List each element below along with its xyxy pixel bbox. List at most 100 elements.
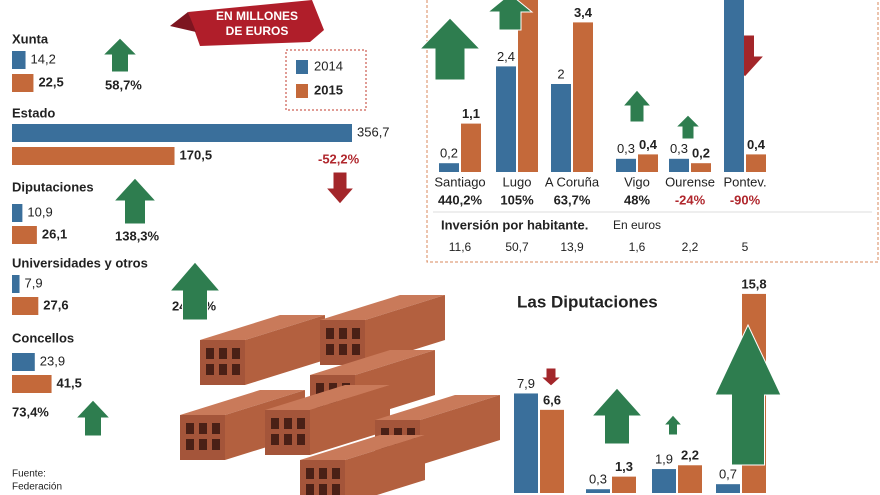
brick-hole [319,468,327,479]
value-label: 41,5 [57,375,82,390]
brick [245,315,325,385]
change-arrow [112,177,158,225]
title-banner [188,0,324,46]
legend-swatch [296,60,308,74]
value-label: 6,6 [543,392,561,407]
brick [320,295,445,320]
value-label: 0,2 [440,146,458,161]
change-arrow [539,367,563,387]
legend-label: 2014 [314,58,343,73]
bar [12,226,37,244]
change-arrow [621,89,653,123]
brick-hole [199,423,207,434]
per-capita-value: 1,6 [629,240,646,254]
value-label: 0,3 [617,141,635,156]
brick-hole [219,348,227,359]
bar [514,393,538,493]
bar [12,353,35,371]
brick-hole [316,383,324,394]
bar [678,465,702,493]
value-label: 15,8 [741,276,766,291]
brick-hole [332,484,340,495]
legend-label: 2015 [314,82,343,97]
bar [716,484,740,493]
brick [265,410,310,455]
bar [691,163,711,172]
bar [12,74,34,92]
value-label: 2,2 [681,448,699,463]
change-label: 105% [500,192,534,207]
value-label: 356,7 [357,124,390,139]
per-capita-title: Inversión por habitante. [441,217,588,232]
legend-box [285,49,367,111]
brick-hole [339,344,347,355]
change-label: 58,7% [105,77,142,92]
bar [652,469,676,493]
brick-hole [212,439,220,450]
value-label: 1,1 [462,106,480,121]
brick [345,435,425,495]
change-label: -52,2% [318,151,360,166]
change-label: -90% [730,192,761,207]
per-capita-value: 2,2 [682,240,699,254]
change-arrow [486,0,534,31]
brick [375,395,500,420]
brick-hole [352,328,360,339]
change-label: 63,7% [554,192,591,207]
bar [746,154,766,172]
brick [310,350,435,375]
per-capita-value: 50,7 [505,240,529,254]
brick-hole [381,428,389,439]
brick-hole [407,428,415,439]
brick [180,390,305,415]
brick [180,415,225,460]
change-label: 440,2% [438,192,483,207]
change-arrow [101,37,139,73]
source-note: Federación [12,482,62,493]
value-label: 3,4 [574,5,593,20]
value-label: 170,5 [180,147,213,162]
brick [310,385,390,455]
brick-hole [394,428,402,439]
brick-hole [339,328,347,339]
category-label: Vigo [624,174,650,189]
per-capita-value: 11,6 [449,240,472,254]
chart-title: EN MILLONES [216,9,298,23]
brick-hole [271,418,279,429]
change-arrow [662,414,684,436]
bar [724,0,744,172]
value-label: 0,2 [692,146,710,161]
change-arrow [324,171,356,205]
bar [12,275,20,293]
value-label: 7,9 [517,376,535,391]
brick-hole [332,468,340,479]
brick-hole [297,434,305,445]
value-label: 26,1 [42,226,67,241]
change-arrow [74,399,112,437]
category-label: Lugo [503,174,532,189]
category-label: Pontev. [723,174,766,189]
change-arrow [674,114,702,140]
bar [12,124,352,142]
value-label: 0,4 [639,137,658,152]
category-label: Concellos [12,330,74,345]
brick-hole [186,439,194,450]
brick-hole [206,348,214,359]
bar [12,147,175,165]
bar [573,22,593,173]
value-label: 7,9 [25,275,43,290]
bar [496,66,516,172]
change-label: 138,3% [115,228,160,243]
bar [12,297,39,315]
brick-hole [212,423,220,434]
change-label: -24% [675,192,706,207]
value-label: 27,6 [43,297,68,312]
brick [300,435,425,460]
change-arrow [714,323,782,466]
bar [586,489,610,493]
legend-swatch [296,84,308,98]
brick-hole [232,364,240,375]
banner-fold [170,12,196,32]
brick-hole [306,484,314,495]
change-arrow [168,261,222,321]
